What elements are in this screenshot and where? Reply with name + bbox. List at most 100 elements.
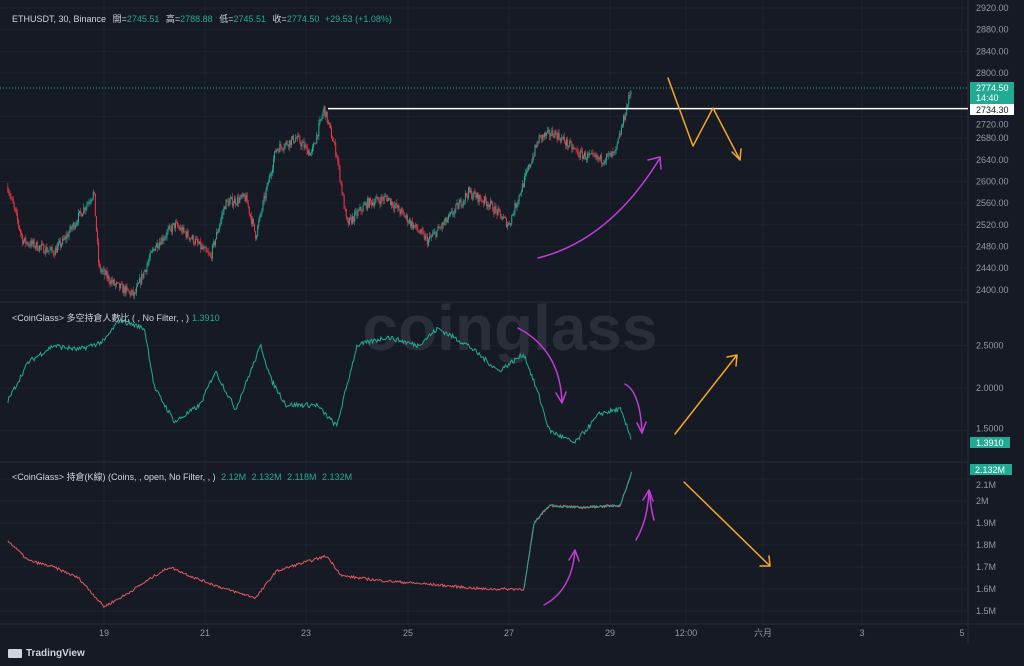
candle — [593, 153, 595, 156]
candle — [548, 130, 550, 131]
last-price-value: 2774.50 — [976, 83, 1009, 93]
candle — [28, 244, 30, 246]
candle — [121, 284, 123, 285]
candle — [334, 142, 336, 144]
symbol-label[interactable]: ETHUSDT, 30, Binance — [12, 14, 107, 24]
candle — [273, 159, 275, 170]
purple-up-arrow[interactable] — [649, 491, 655, 521]
candle — [479, 194, 481, 200]
candle — [556, 133, 558, 140]
purple-down-arrow[interactable] — [624, 383, 647, 434]
orange-up-arrow[interactable] — [674, 354, 738, 435]
candle — [203, 247, 205, 250]
purple-up-arrow[interactable] — [635, 489, 654, 541]
candle — [235, 198, 237, 205]
candle — [458, 202, 460, 209]
candle — [362, 205, 364, 212]
orange-down-arrow[interactable] — [683, 481, 771, 567]
candle — [258, 220, 260, 227]
candle — [77, 212, 79, 223]
candle — [337, 156, 339, 162]
candle — [599, 155, 601, 160]
candle — [348, 217, 350, 225]
candle — [128, 290, 130, 292]
ratio-tick: 2.0000 — [976, 383, 1004, 393]
candle — [492, 202, 494, 212]
candle — [85, 207, 87, 211]
candle — [503, 216, 505, 218]
candle — [375, 198, 377, 203]
candle — [231, 197, 233, 206]
chart-canvas[interactable]: coinglass 2920.00 2880.00 2840.00 2800.00 27… — [0, 0, 1024, 644]
candle — [347, 220, 349, 225]
candle — [386, 197, 388, 202]
candle — [38, 245, 40, 251]
candle — [439, 227, 441, 229]
candle — [421, 229, 423, 232]
candle — [628, 94, 630, 105]
candle — [246, 194, 248, 204]
candle — [104, 269, 106, 276]
candle — [407, 222, 409, 224]
candle — [266, 183, 268, 190]
candle — [561, 137, 563, 139]
candle — [153, 249, 155, 251]
candle — [213, 241, 215, 246]
candle — [408, 219, 410, 223]
candle — [555, 131, 557, 134]
candle — [353, 216, 355, 222]
candle — [494, 206, 496, 214]
purple-curve-arrow[interactable] — [537, 156, 662, 259]
candle — [229, 198, 231, 201]
candle — [383, 196, 385, 201]
candle — [369, 198, 371, 201]
candle — [247, 203, 249, 207]
candle — [127, 288, 129, 291]
candle — [230, 197, 232, 199]
candle — [417, 229, 419, 231]
candle — [160, 242, 162, 245]
oi-badge-value: 2.132M — [975, 465, 1005, 475]
tradingview-brand[interactable]: TradingView — [8, 648, 85, 659]
candle — [415, 224, 417, 227]
candle — [452, 211, 454, 215]
candle — [528, 164, 530, 170]
candle — [224, 206, 226, 209]
candle — [268, 175, 270, 183]
candle — [49, 249, 51, 251]
oi-title[interactable]: <CoinGlass> 持倉(K線) (Coins, , open, No Fi… — [12, 472, 216, 482]
candle — [140, 278, 142, 285]
price-tick: 2640.00 — [976, 155, 1009, 165]
purple-up-arrow[interactable] — [543, 549, 580, 606]
candle — [133, 292, 135, 296]
candle — [56, 245, 58, 253]
ratio-title[interactable]: <CoinGlass> 多空持倉人數比 ( , No Filter, , ) — [12, 313, 190, 323]
candle — [612, 151, 614, 153]
candle — [322, 111, 324, 117]
candle — [469, 187, 471, 193]
time-tick: 29 — [605, 628, 615, 638]
candle — [565, 142, 567, 146]
last-price-badge — [970, 82, 1014, 104]
candle — [139, 278, 141, 283]
candle — [512, 214, 514, 216]
oi-legend: <CoinGlass> 持倉(K線) (Coins, , open, No Fi… — [12, 470, 352, 483]
candle — [76, 222, 78, 224]
candle — [13, 203, 15, 208]
purple-down-arrow[interactable] — [517, 327, 567, 404]
candle — [60, 240, 62, 247]
brand-label: TradingView — [26, 648, 85, 659]
candle — [574, 147, 576, 149]
candle — [384, 196, 386, 198]
candle — [144, 270, 146, 272]
candle — [107, 275, 109, 279]
candle — [52, 250, 54, 255]
candle — [75, 222, 77, 225]
time-tick: 六月 — [754, 627, 772, 638]
candle — [339, 165, 341, 181]
candle — [158, 246, 160, 249]
candle — [546, 132, 548, 136]
candle — [597, 157, 599, 159]
candle — [265, 189, 267, 199]
orange-zigzag-arrow[interactable] — [667, 77, 742, 161]
